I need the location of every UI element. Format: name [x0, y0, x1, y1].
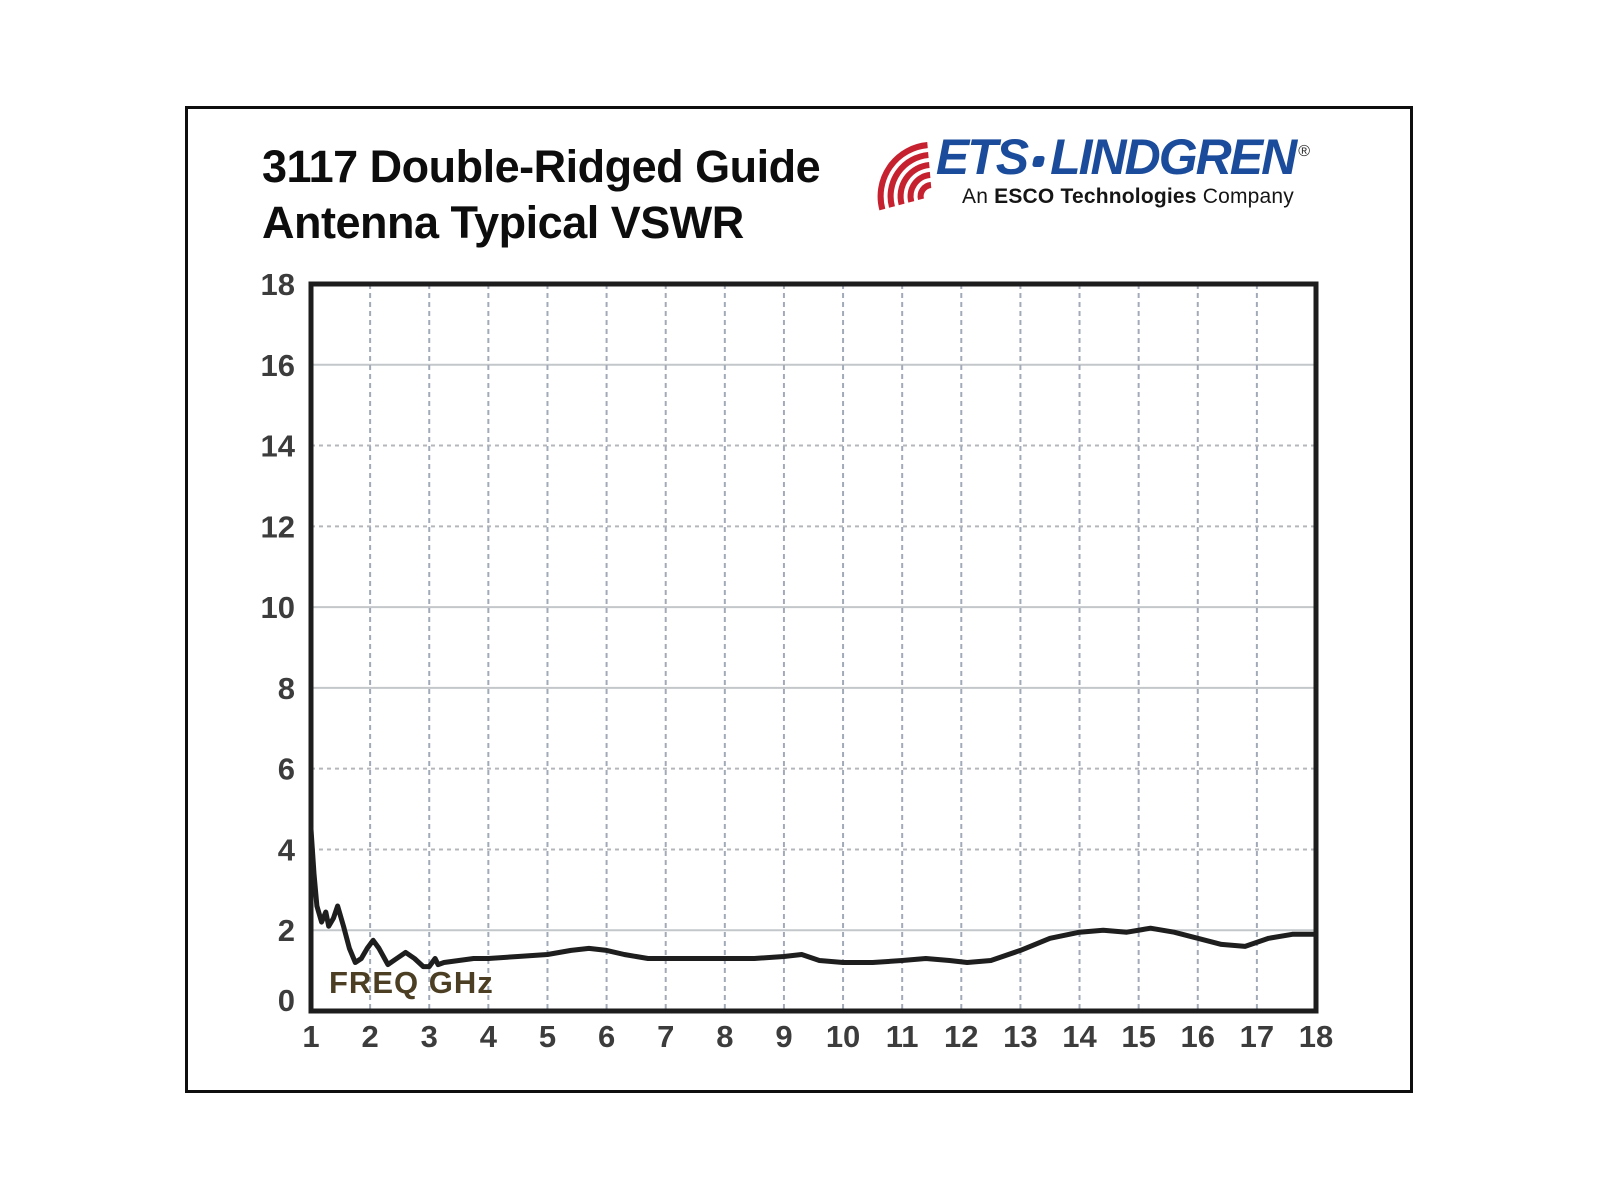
x-tick-label: 3 [421, 1019, 438, 1054]
page-title: 3117 Double-Ridged Guide Antenna Typical… [262, 139, 821, 251]
x-tick-label: 11 [886, 1019, 919, 1054]
x-tick-label: 12 [944, 1019, 978, 1054]
brand-wordmark: ETS LINDGREN ® [936, 131, 1310, 184]
brand-tagline: An ESCO Technologies Company [962, 185, 1310, 209]
y-tick-label: 14 [261, 429, 296, 464]
y-tick-label: 6 [278, 752, 295, 787]
x-tick-label: 7 [657, 1019, 674, 1054]
x-tick-label: 10 [826, 1019, 860, 1054]
x-tick-label: 18 [1299, 1019, 1333, 1054]
radio-waves-icon [877, 142, 932, 211]
brand-separator-dot [1031, 156, 1046, 167]
y-tick-label: 0 [278, 983, 295, 1018]
title-line-2: Antenna Typical VSWR [262, 196, 744, 248]
y-tick-label: 12 [261, 509, 295, 544]
y-tick-label: 2 [278, 913, 295, 948]
y-tick-label: 16 [261, 348, 295, 383]
document-border: 3117 Double-Ridged Guide Antenna Typical… [185, 106, 1413, 1093]
y-tick-label: 10 [261, 590, 295, 625]
x-tick-label: 1 [302, 1019, 319, 1054]
x-tick-label: 13 [1003, 1019, 1037, 1054]
x-tick-label: 15 [1121, 1019, 1155, 1054]
plot-border [308, 281, 1319, 1014]
x-tick-label: 2 [361, 1019, 378, 1054]
title-line-1: 3117 Double-Ridged Guide [262, 141, 821, 192]
x-tick-label: 17 [1240, 1019, 1274, 1054]
x-axis-title: FREQ GHz [329, 965, 494, 1000]
tagline-bold: ESCO Technologies [994, 184, 1197, 208]
ets-lindgren-logo: ETS LINDGREN ® An ESCO Technologies Compan… [862, 131, 1310, 215]
tagline-prefix: An [962, 184, 995, 208]
registered-mark: ® [1298, 143, 1310, 161]
y-tick-label: 8 [278, 671, 295, 706]
x-tick-label: 9 [775, 1019, 792, 1054]
x-tick-label: 5 [539, 1019, 556, 1054]
y-tick-label: 4 [278, 832, 296, 867]
x-tick-label: 14 [1062, 1019, 1097, 1054]
vswr-curve [308, 826, 1319, 970]
x-tick-label: 8 [716, 1019, 733, 1054]
x-tick-label: 6 [598, 1019, 615, 1054]
y-tick-label: 18 [261, 267, 295, 302]
brand-lindgren: LINDGREN [1050, 129, 1297, 185]
x-tick-label: 16 [1181, 1019, 1215, 1054]
x-tick-label: 4 [480, 1019, 498, 1054]
tagline-suffix: Company [1196, 184, 1294, 208]
logo-text-block: ETS LINDGREN ® An ESCO Technologies Compan… [936, 131, 1310, 209]
brand-ets: ETS [935, 129, 1029, 185]
